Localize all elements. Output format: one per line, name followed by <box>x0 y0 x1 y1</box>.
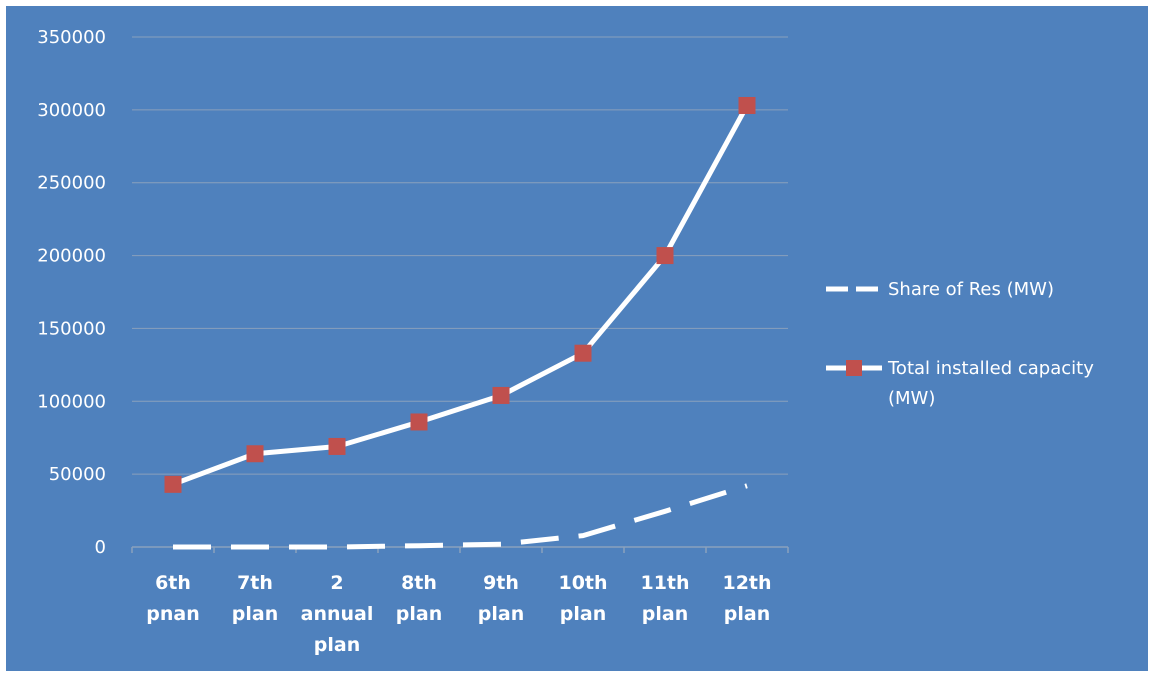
y-tick-label: 50000 <box>49 464 106 485</box>
legend-label: Share of Res (MW) <box>888 279 1054 300</box>
data-point-marker <box>738 96 756 114</box>
x-tick-label: 11th plan <box>640 572 689 625</box>
y-tick-label: 350000 <box>37 27 106 48</box>
x-tick-label: 7th plan <box>232 572 278 625</box>
y-tick-label: 250000 <box>37 173 106 194</box>
legend: Share of Res (MW) Total installed capacit… <box>826 279 1094 409</box>
data-point-marker <box>574 344 592 362</box>
series <box>164 96 756 550</box>
x-tick-label: 9th plan <box>478 572 524 625</box>
series-line-share-of-res <box>173 483 748 550</box>
legend-label: Total installed capacity (MW) <box>887 358 1094 409</box>
gridlines <box>132 36 788 475</box>
data-point-marker <box>246 445 264 463</box>
data-point-marker <box>164 475 182 493</box>
y-tick-label: 100000 <box>37 391 106 412</box>
axes: 0 50000 100000 150000 200000 250000 300000 3500… <box>37 27 789 656</box>
y-tick-label: 0 <box>95 537 106 558</box>
y-tick-label: 300000 <box>37 100 106 121</box>
legend-marker <box>846 360 862 376</box>
x-tick-label: 2 annual plan <box>301 572 374 656</box>
y-tick-label: 150000 <box>37 318 106 339</box>
series-line-total-capacity <box>172 104 750 487</box>
y-tick-label: 200000 <box>37 246 106 267</box>
chart-area <box>6 6 1148 671</box>
x-tick-label: 10th plan <box>558 572 607 625</box>
data-point-marker <box>410 413 428 431</box>
x-tick-label: 6th pnan <box>146 572 199 625</box>
data-point-marker <box>656 247 674 265</box>
x-tick-label: 12th plan <box>722 572 771 625</box>
x-tick-label: 8th plan <box>396 572 442 625</box>
data-point-marker <box>492 386 510 404</box>
data-point-marker <box>328 437 346 455</box>
